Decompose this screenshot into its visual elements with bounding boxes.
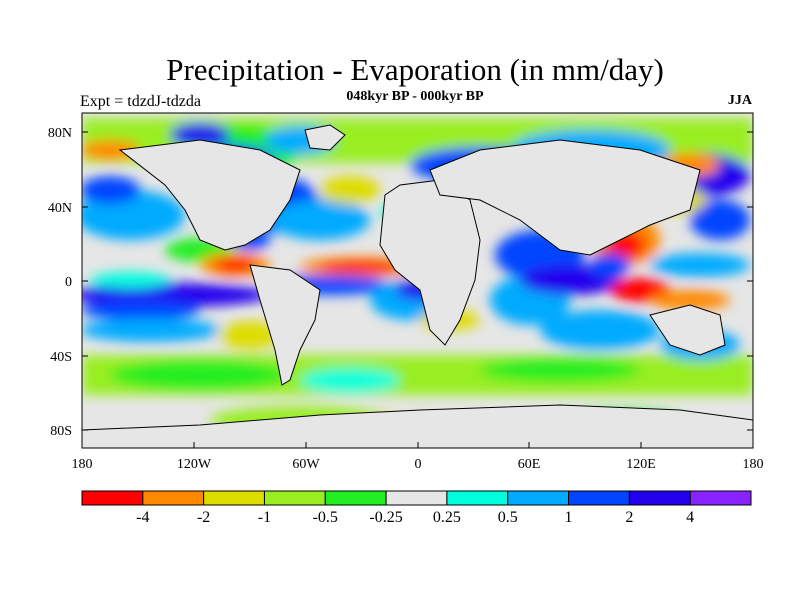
lat-label: 40S — [50, 350, 72, 365]
lon-label: 180 — [72, 457, 93, 472]
lon-label: 120E — [626, 457, 656, 472]
colorbar-label: -4 — [136, 509, 150, 526]
colorbar-label: 0.5 — [497, 509, 518, 526]
colorbar-swatch — [263, 490, 326, 506]
colorbar-label: -1 — [257, 509, 272, 526]
coastlines — [82, 124, 753, 448]
season-label: JJA — [727, 93, 752, 108]
period-label: 048kyr BP - 000kyr BP — [346, 89, 484, 104]
colorbar-swatch — [385, 490, 448, 506]
colorbar-swatch — [568, 490, 630, 506]
lat-label: 40N — [48, 201, 72, 216]
precip-field — [82, 113, 753, 448]
lon-label: 120W — [177, 457, 212, 472]
colorbar — [81, 490, 752, 506]
colorbar-swatch — [628, 490, 691, 506]
colorbar-swatch — [446, 490, 509, 506]
colorbar-swatch — [203, 490, 265, 506]
colorbar-swatch — [689, 490, 752, 506]
experiment-label: Expt = tdzdJ-tdzda — [80, 93, 201, 110]
lon-label: 180 — [743, 457, 764, 472]
lon-label: 60W — [292, 457, 320, 472]
longitude-labels: 180 120W 60W 0 60E 120E 180 — [72, 457, 764, 472]
colorbar-swatch — [81, 490, 144, 506]
colorbar-swatch — [142, 490, 205, 506]
lat-label: 80N — [48, 126, 72, 141]
colorbar-label: 1 — [564, 509, 573, 526]
lon-label: 60E — [518, 457, 541, 472]
lat-label: 0 — [65, 275, 72, 290]
colorbar-swatch — [324, 490, 387, 506]
colorbar-label: 0.25 — [432, 509, 461, 526]
colorbar-label: -0.25 — [369, 509, 403, 526]
colorbar-label: 2 — [625, 509, 634, 526]
colorbar-label: -0.5 — [312, 509, 338, 526]
colorbar-swatch — [507, 490, 570, 506]
map-title: Precipitation - Evaporation (in mm/day) — [166, 52, 664, 87]
latitude-labels: 80N 40N 0 40S 80S — [48, 126, 72, 439]
lon-label: 0 — [415, 457, 422, 472]
lat-label: 80S — [50, 424, 72, 439]
colorbar-label: 4 — [686, 509, 695, 526]
colorbar-label: -2 — [196, 509, 211, 526]
